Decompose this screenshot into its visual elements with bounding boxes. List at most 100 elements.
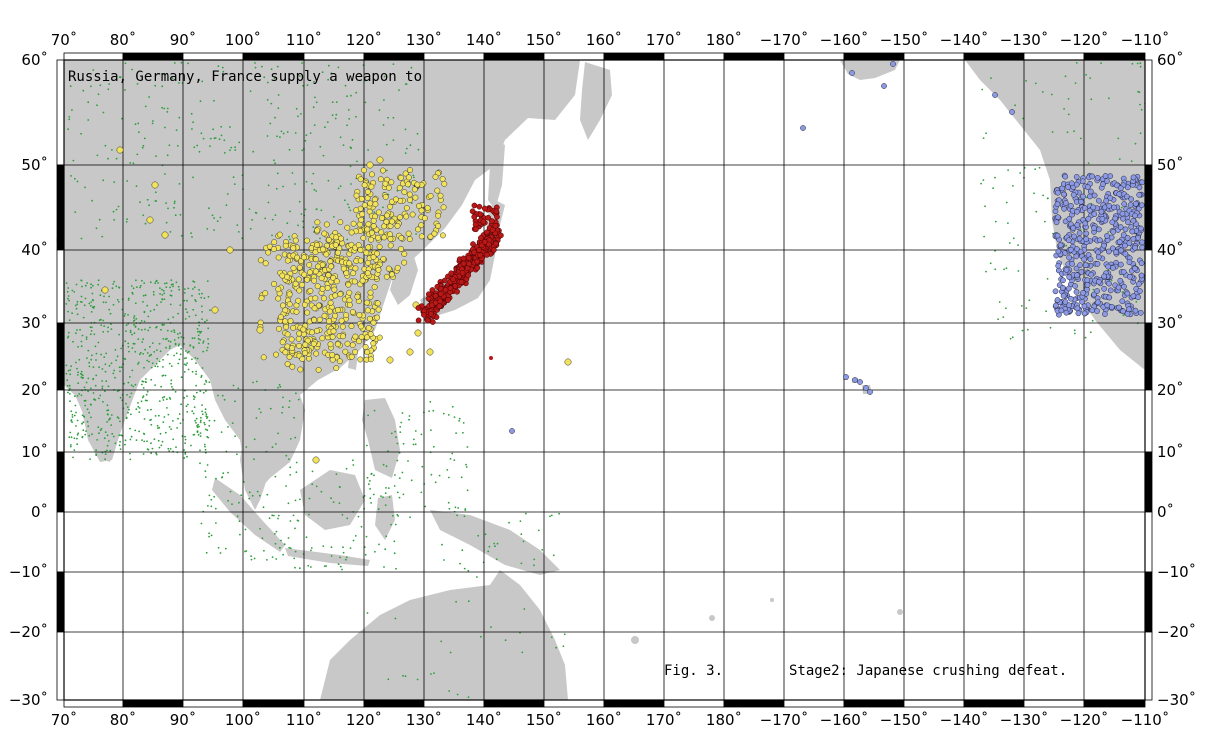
green-dot [321, 71, 324, 74]
blue-point [992, 92, 998, 98]
green-dot [102, 319, 105, 322]
green-dot [206, 228, 209, 230]
green-dot [451, 452, 454, 455]
blue-point [1089, 307, 1096, 314]
green-dot [89, 458, 91, 460]
lon-label-top: −160˚ [820, 31, 869, 49]
land-masses [64, 60, 1145, 700]
green-dot [187, 350, 190, 353]
green-dot [1110, 279, 1113, 282]
green-dot [279, 385, 282, 388]
green-dot [101, 368, 104, 370]
green-dot [221, 66, 224, 69]
green-dot [201, 367, 204, 369]
green-dot [1089, 331, 1092, 334]
green-dot [178, 343, 181, 345]
green-dot [121, 117, 123, 120]
green-dot [98, 218, 101, 221]
green-dot [1139, 132, 1142, 135]
green-dot [337, 563, 340, 565]
green-dot [465, 463, 467, 466]
green-dot [272, 514, 275, 517]
green-dot [105, 301, 107, 304]
blue-point [1113, 249, 1119, 255]
blue-point [1052, 302, 1059, 309]
yellow-point [161, 231, 169, 239]
green-dot [1051, 131, 1054, 133]
green-dot [148, 360, 150, 363]
green-dot [541, 549, 544, 551]
yellow-point [385, 184, 392, 191]
yellow-point [406, 348, 414, 356]
lon-label-top: 120˚ [346, 31, 382, 49]
yellow-point [367, 289, 374, 296]
green-dot [412, 174, 415, 177]
green-dot [92, 377, 95, 380]
green-dot [192, 121, 195, 124]
green-dot [164, 338, 167, 341]
green-dot [167, 413, 170, 416]
red-point [445, 297, 451, 303]
yellow-point [364, 307, 371, 314]
blue-point [1081, 256, 1087, 263]
green-dot [344, 558, 347, 561]
green-dot [352, 459, 354, 462]
frame-top-seg-0 [63, 52, 124, 61]
green-dot [190, 444, 192, 447]
green-dot [103, 356, 106, 358]
green-dot [163, 395, 166, 398]
green-dot [129, 331, 132, 334]
green-dot [67, 295, 70, 297]
green-dot [383, 75, 386, 78]
green-dot [199, 332, 202, 334]
green-dot [1005, 267, 1008, 270]
yellow-point [321, 295, 327, 302]
green-dot [342, 546, 344, 549]
green-dot [167, 318, 170, 321]
green-dot [170, 283, 173, 286]
yellow-point [415, 226, 421, 233]
green-dot [282, 553, 284, 556]
green-dot [76, 374, 79, 376]
yellow-point [376, 243, 383, 250]
green-dot [204, 408, 207, 411]
green-dot [103, 325, 106, 327]
green-dot [409, 516, 411, 519]
green-dot [80, 295, 83, 298]
green-dot [99, 84, 102, 87]
frame-top-seg-2 [182, 52, 244, 61]
lon-label-bottom: 160˚ [586, 711, 622, 729]
green-dot [161, 294, 164, 296]
green-dot [1073, 130, 1075, 133]
yellow-point [364, 270, 371, 277]
green-dot [159, 350, 162, 353]
yellow-point [315, 263, 322, 270]
green-dot [460, 476, 463, 479]
green-dot [89, 326, 92, 329]
green-dot [127, 411, 129, 414]
blue-point [843, 374, 849, 380]
green-dot [73, 414, 76, 417]
blue-point [1074, 222, 1081, 228]
blue-point [1071, 233, 1077, 240]
green-dot [223, 139, 226, 142]
yellow-point [439, 176, 446, 182]
green-dot [562, 645, 565, 648]
green-dot [80, 372, 82, 375]
green-dot [146, 304, 149, 307]
green-dot [121, 434, 123, 437]
green-dot [1092, 288, 1095, 291]
green-dot [167, 207, 169, 210]
green-dot [178, 413, 181, 415]
green-dot [142, 214, 145, 217]
green-dot [91, 326, 93, 329]
green-dot [366, 476, 369, 479]
yellow-point [375, 234, 382, 241]
green-dot [311, 470, 314, 473]
green-dot [1007, 222, 1009, 225]
blue-point [1122, 251, 1129, 257]
green-dot [155, 325, 158, 328]
green-dot [114, 376, 116, 379]
green-dot [263, 76, 266, 79]
blue-point [1087, 256, 1094, 263]
